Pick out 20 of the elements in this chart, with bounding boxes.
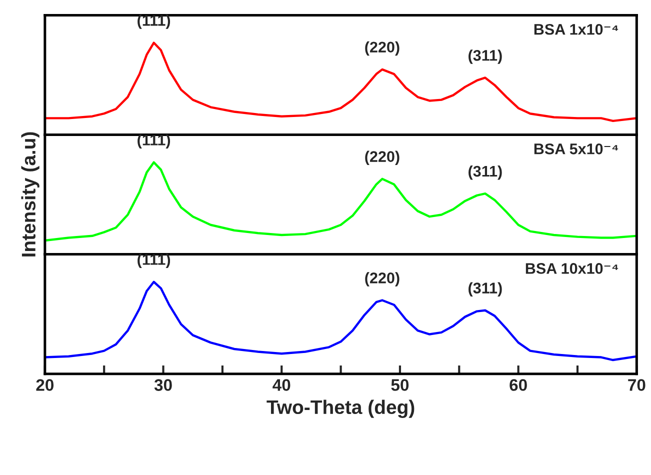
- text: BSA 10x10⁻⁴: [526, 263, 618, 274]
- annotation: (311): [468, 165, 502, 180]
- x-axis-title: Two-Theta (deg): [266, 400, 414, 418]
- y-axis-title: Intensity (a.u): [21, 132, 40, 256]
- text: BSA 5x10⁻⁴: [534, 144, 618, 154]
- x-tick-label: 40: [272, 379, 290, 391]
- annotation: (220): [365, 150, 400, 165]
- text: (111): [138, 14, 170, 29]
- annotation: (220): [365, 272, 400, 286]
- x-tick-label: 50: [391, 379, 409, 391]
- annotation: (111): [138, 134, 170, 148]
- x-tick-label: 60: [510, 379, 527, 391]
- text: BSA 1x10⁻⁴: [534, 24, 618, 35]
- annotation: (311): [468, 282, 502, 296]
- x-tick-label: 30: [154, 379, 172, 391]
- x-tick-label: 20: [36, 379, 54, 391]
- annotation: (111): [138, 254, 170, 268]
- annotation: (311): [468, 50, 502, 64]
- x-tick-label: 70: [628, 379, 646, 391]
- annotation: (220): [365, 41, 400, 56]
